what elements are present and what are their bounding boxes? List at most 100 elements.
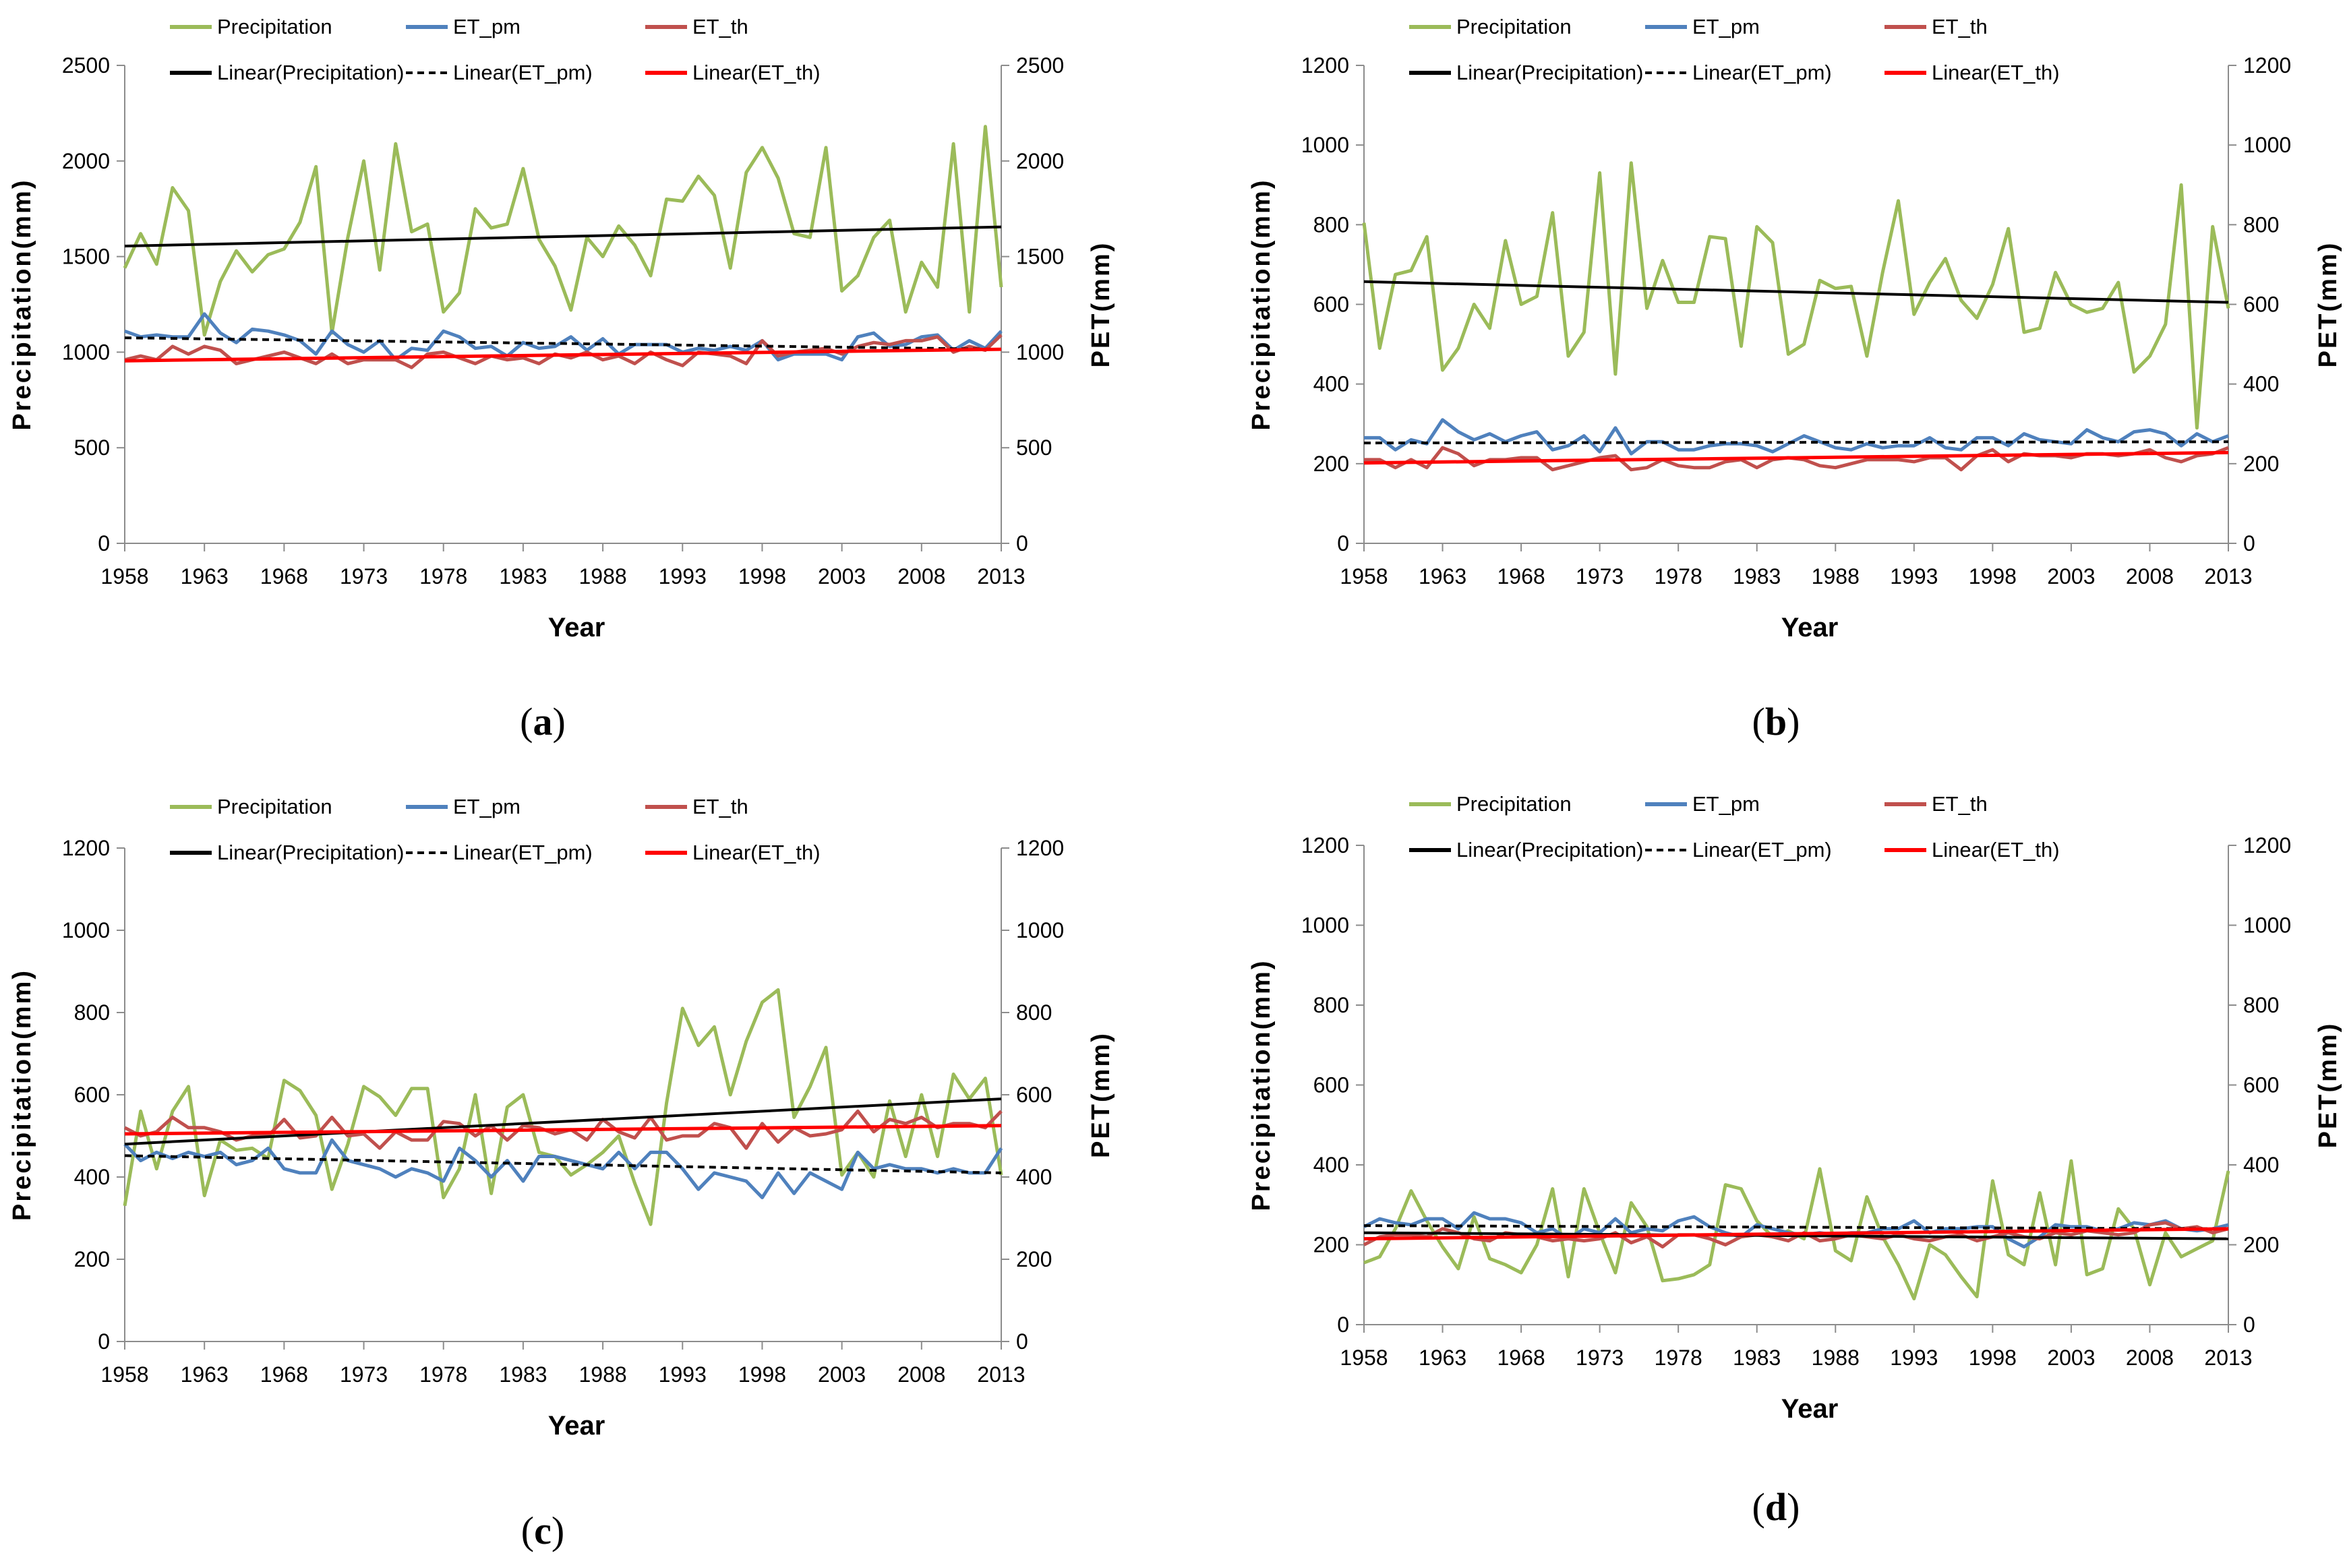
y-tick-label: 1200 bbox=[62, 836, 110, 860]
x-tick-label: 2008 bbox=[897, 564, 945, 589]
x-tick-label: 1993 bbox=[659, 564, 707, 589]
y2-tick-label: 1000 bbox=[1016, 918, 1064, 942]
y2-tick-label: 0 bbox=[2243, 1313, 2255, 1337]
y2-tick-label: 400 bbox=[2243, 372, 2279, 396]
x-tick-label: 1978 bbox=[1655, 1346, 1702, 1370]
y-tick-label: 800 bbox=[1313, 212, 1349, 237]
legend-label-precipitation: Precipitation bbox=[217, 15, 332, 38]
series-precipitation bbox=[1362, 161, 2230, 430]
y2-tick-label: 2500 bbox=[1016, 53, 1064, 78]
x-tick-label: 1998 bbox=[738, 564, 786, 589]
y2-tick-label: 0 bbox=[1016, 531, 1028, 555]
x-tick-label: 2008 bbox=[2126, 1346, 2174, 1370]
caption-letter: b bbox=[1765, 700, 1787, 744]
series-et-pm bbox=[124, 312, 1003, 362]
legend-label-linear-et-pm: Linear(ET_pm) bbox=[1692, 838, 1832, 862]
y2-tick-label: 200 bbox=[2243, 1233, 2279, 1257]
caption-close-paren: ) bbox=[553, 700, 566, 744]
y-tick-label: 1000 bbox=[1301, 133, 1349, 157]
y-tick-label: 2000 bbox=[62, 149, 110, 173]
y2-tick-label: 1200 bbox=[1016, 836, 1064, 860]
x-axis-title: Year bbox=[548, 1411, 605, 1441]
y2-axis-title: PET(mm) bbox=[1087, 241, 1115, 368]
x-tick-label: 2008 bbox=[2126, 564, 2174, 589]
x-tick-label: 1988 bbox=[1812, 564, 1860, 589]
x-tick-label: 2003 bbox=[2047, 564, 2095, 589]
legend-label-linear-et-th: Linear(ET_th) bbox=[692, 61, 821, 84]
caption-open-paren: ( bbox=[520, 700, 533, 744]
x-tick-label: 1983 bbox=[499, 1362, 547, 1387]
legend-label-et-th: ET_th bbox=[692, 15, 748, 38]
legend-label-linear-et-th: Linear(ET_th) bbox=[1932, 61, 2060, 84]
x-tick-label: 2013 bbox=[2204, 1346, 2252, 1370]
y2-axis-title: PET(mm) bbox=[2314, 1022, 2342, 1149]
x-tick-label: 1973 bbox=[1576, 1346, 1624, 1370]
x-tick-label: 1993 bbox=[659, 1362, 707, 1387]
panel-caption: (b) bbox=[1752, 700, 1800, 744]
y2-axis-title: PET(mm) bbox=[2314, 241, 2342, 368]
y2-tick-label: 1000 bbox=[1016, 340, 1064, 364]
series-linear-precipitation bbox=[1363, 1231, 2229, 1240]
x-tick-label: 1998 bbox=[1969, 1346, 2017, 1370]
legend-label-linear-et-pm: Linear(ET_pm) bbox=[453, 61, 593, 84]
legend-label-et-th: ET_th bbox=[1932, 792, 1988, 816]
y2-tick-label: 800 bbox=[2243, 993, 2279, 1017]
legend-label-et-th: ET_th bbox=[692, 795, 748, 818]
x-tick-label: 2003 bbox=[818, 1362, 866, 1387]
y2-tick-label: 800 bbox=[2243, 212, 2279, 237]
x-tick-label: 1988 bbox=[578, 564, 626, 589]
legend-label-linear-precipitation: Linear(Precipitation) bbox=[217, 841, 404, 864]
series-linear-et-th bbox=[124, 347, 1002, 363]
x-tick-label: 1978 bbox=[419, 564, 467, 589]
x-tick-label: 1958 bbox=[100, 564, 148, 589]
y2-tick-label: 2000 bbox=[1016, 149, 1064, 173]
y-tick-label: 400 bbox=[1313, 372, 1349, 396]
series-linear-et-th bbox=[124, 1124, 1002, 1136]
caption-close-paren: ) bbox=[552, 1509, 564, 1552]
y2-tick-label: 200 bbox=[1016, 1247, 1052, 1271]
legend-label-precipitation: Precipitation bbox=[1456, 792, 1572, 816]
caption-letter: a bbox=[533, 700, 553, 744]
x-tick-label: 1993 bbox=[1890, 564, 1938, 589]
series-linear-et-th bbox=[1363, 1227, 2229, 1241]
series-et-pm bbox=[1364, 418, 2229, 456]
legend-label-et-pm: ET_pm bbox=[453, 15, 521, 38]
y-tick-label: 0 bbox=[1337, 531, 1349, 555]
y2-tick-label: 400 bbox=[1016, 1165, 1052, 1189]
panel-caption: (d) bbox=[1752, 1485, 1800, 1529]
y2-tick-label: 400 bbox=[2243, 1153, 2279, 1177]
y2-tick-label: 1200 bbox=[2243, 833, 2291, 857]
x-axis-title: Year bbox=[548, 613, 605, 642]
x-tick-label: 1958 bbox=[1340, 1346, 1388, 1370]
legend-label-et-pm: ET_pm bbox=[1692, 792, 1760, 816]
y2-tick-label: 0 bbox=[1016, 1329, 1028, 1354]
series-linear-et-pm bbox=[124, 336, 1002, 351]
x-tick-label: 1963 bbox=[181, 1362, 229, 1387]
y-tick-label: 1000 bbox=[62, 918, 110, 942]
legend-label-precipitation: Precipitation bbox=[1456, 15, 1572, 38]
x-tick-label: 2013 bbox=[2204, 564, 2252, 589]
x-tick-label: 1988 bbox=[578, 1362, 626, 1387]
chart-panel-a: 0 500 1000 1500 2000 2500 0 500 1000 1500 2000 2500… bbox=[8, 15, 1115, 744]
y-axis-title: Precipitation(mm) bbox=[1247, 959, 1276, 1211]
x-tick-label: 1983 bbox=[1733, 1346, 1781, 1370]
x-tick-label: 1968 bbox=[260, 564, 308, 589]
chart-panel-d: 0 200 400 600 800 1000 1200 0 200 400 600 800 1000 12… bbox=[1247, 792, 2342, 1529]
x-tick-label: 1968 bbox=[1497, 1346, 1545, 1370]
x-tick-label: 1958 bbox=[100, 1362, 148, 1387]
x-tick-label: 1973 bbox=[340, 564, 388, 589]
caption-open-paren: ( bbox=[521, 1509, 534, 1552]
y-tick-label: 800 bbox=[74, 1000, 110, 1025]
x-tick-label: 1998 bbox=[1969, 564, 2017, 589]
x-tick-label: 1963 bbox=[1419, 564, 1466, 589]
x-tick-label: 1973 bbox=[340, 1362, 388, 1387]
y-axis-title: Precipitation(mm) bbox=[8, 969, 36, 1221]
series-linear-et-th bbox=[1363, 450, 2229, 465]
y-tick-label: 1200 bbox=[1301, 53, 1349, 78]
x-tick-label: 1998 bbox=[738, 1362, 786, 1387]
series-et-pm bbox=[123, 1138, 1003, 1199]
chart-panel-c: 0 200 400 600 800 1000 1200 0 200 400 600 800 1000 12… bbox=[8, 795, 1115, 1552]
x-tick-label: 1978 bbox=[419, 1362, 467, 1387]
x-axis-title: Year bbox=[1781, 613, 1839, 642]
y2-tick-label: 1500 bbox=[1016, 245, 1064, 269]
